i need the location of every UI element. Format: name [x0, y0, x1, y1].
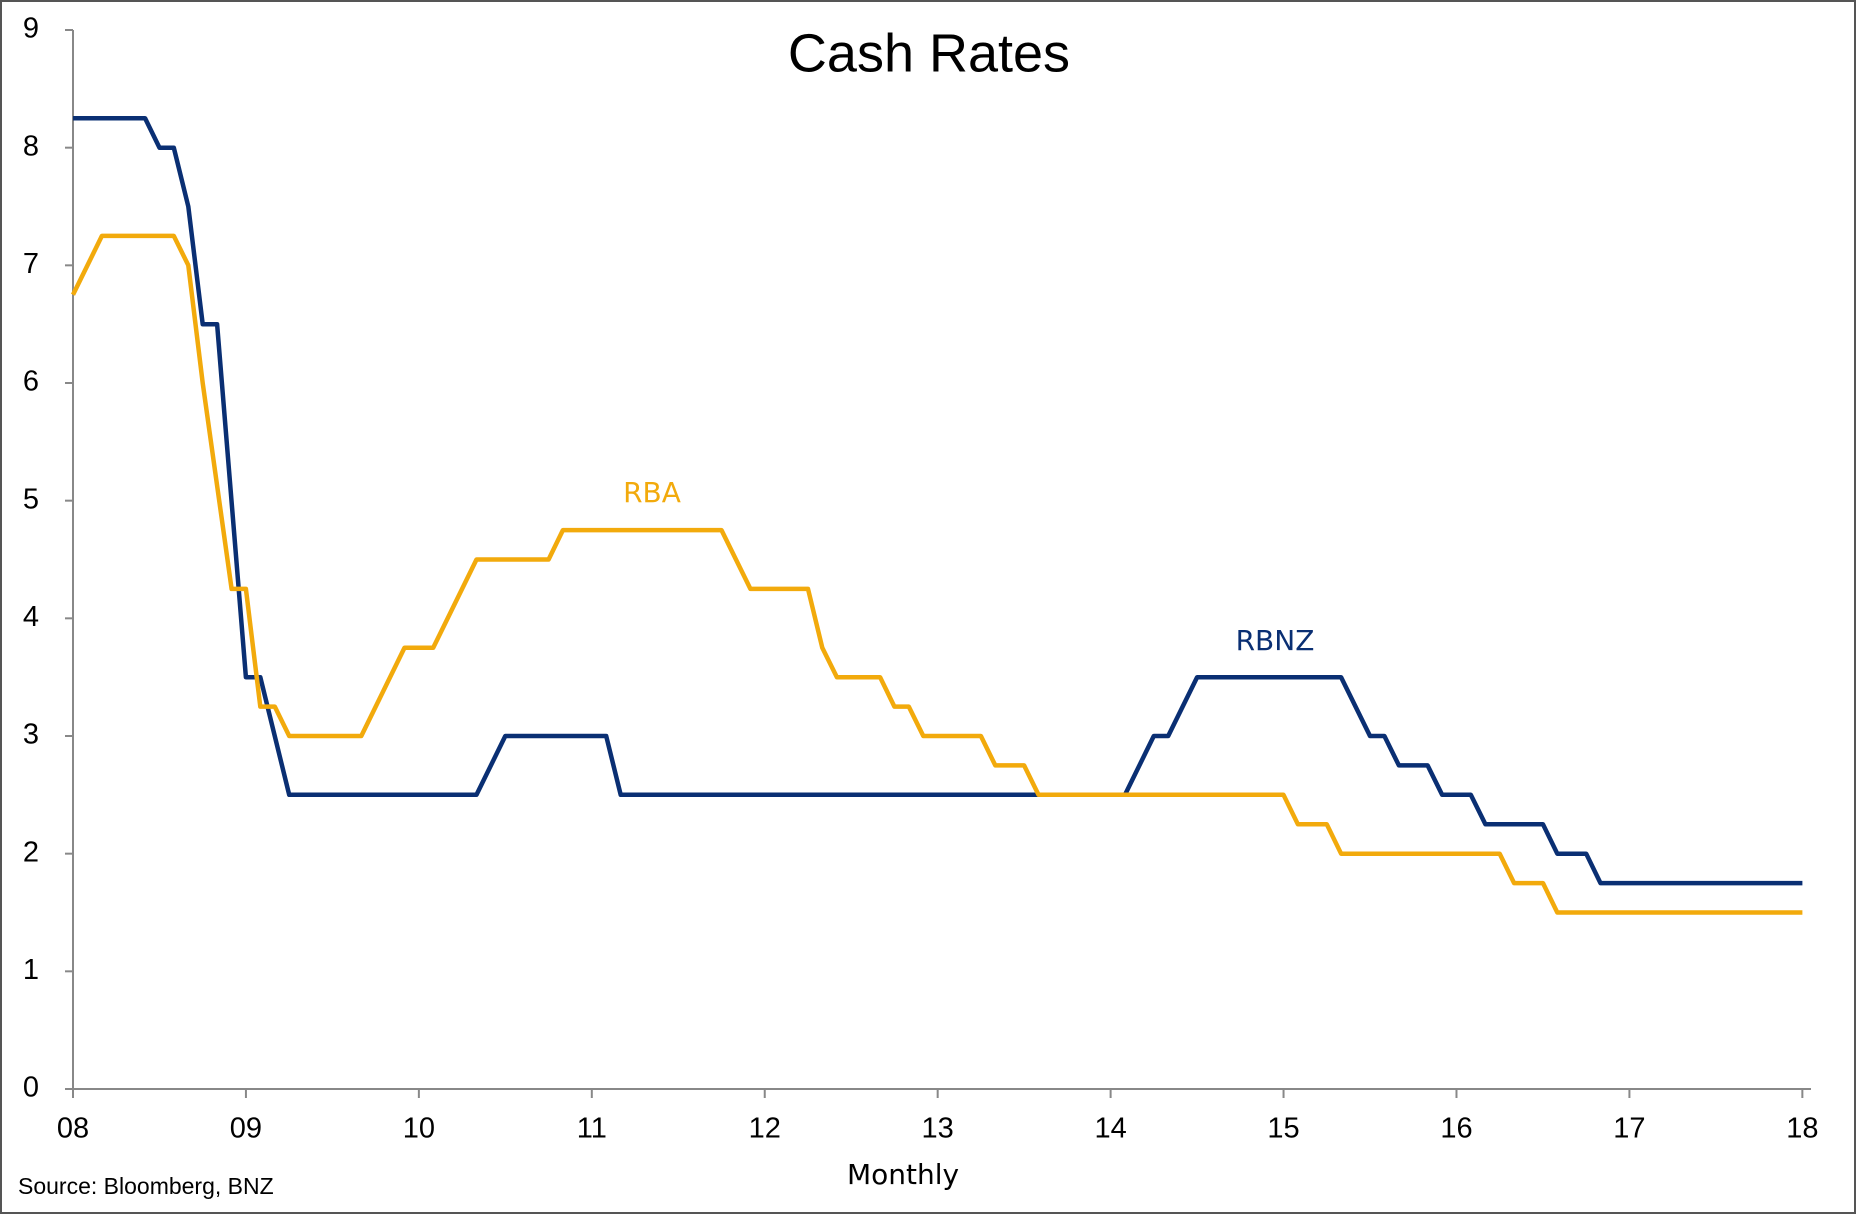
x-tick-label: 10	[403, 1113, 435, 1145]
y-tick-label: 9	[23, 13, 39, 45]
x-tick-label: 14	[1094, 1113, 1126, 1145]
x-tick-label: 17	[1613, 1113, 1645, 1145]
series-label: RBNZ	[1236, 624, 1315, 657]
series-label: RBA	[623, 476, 681, 509]
y-tick-label: 3	[23, 719, 39, 751]
x-tick-label: 13	[922, 1113, 954, 1145]
x-tick-label: 08	[57, 1113, 89, 1145]
x-tick-label: 11	[577, 1113, 607, 1145]
y-tick-label: 6	[23, 366, 39, 398]
x-tick-label: 09	[230, 1113, 262, 1145]
y-tick-label: 8	[23, 130, 39, 162]
x-tick-label: 15	[1267, 1113, 1299, 1145]
x-axis-label: Monthly	[847, 1158, 959, 1191]
x-tick-label: 18	[1786, 1113, 1818, 1145]
x-tick-label: 12	[749, 1113, 781, 1145]
source-note: Source: Bloomberg, BNZ	[18, 1173, 274, 1199]
series-line	[73, 116, 1803, 886]
y-tick-label: 2	[23, 836, 39, 868]
y-tick-label: 5	[23, 483, 39, 515]
y-tick-label: 4	[23, 601, 39, 633]
chart-title: Cash Rates	[788, 23, 1070, 83]
y-tick-label: 1	[23, 954, 39, 986]
y-tick-label: 0	[23, 1072, 39, 1104]
x-tick-label: 16	[1440, 1113, 1472, 1145]
series-line	[70, 233, 1803, 915]
y-tick-label: 7	[23, 248, 39, 280]
